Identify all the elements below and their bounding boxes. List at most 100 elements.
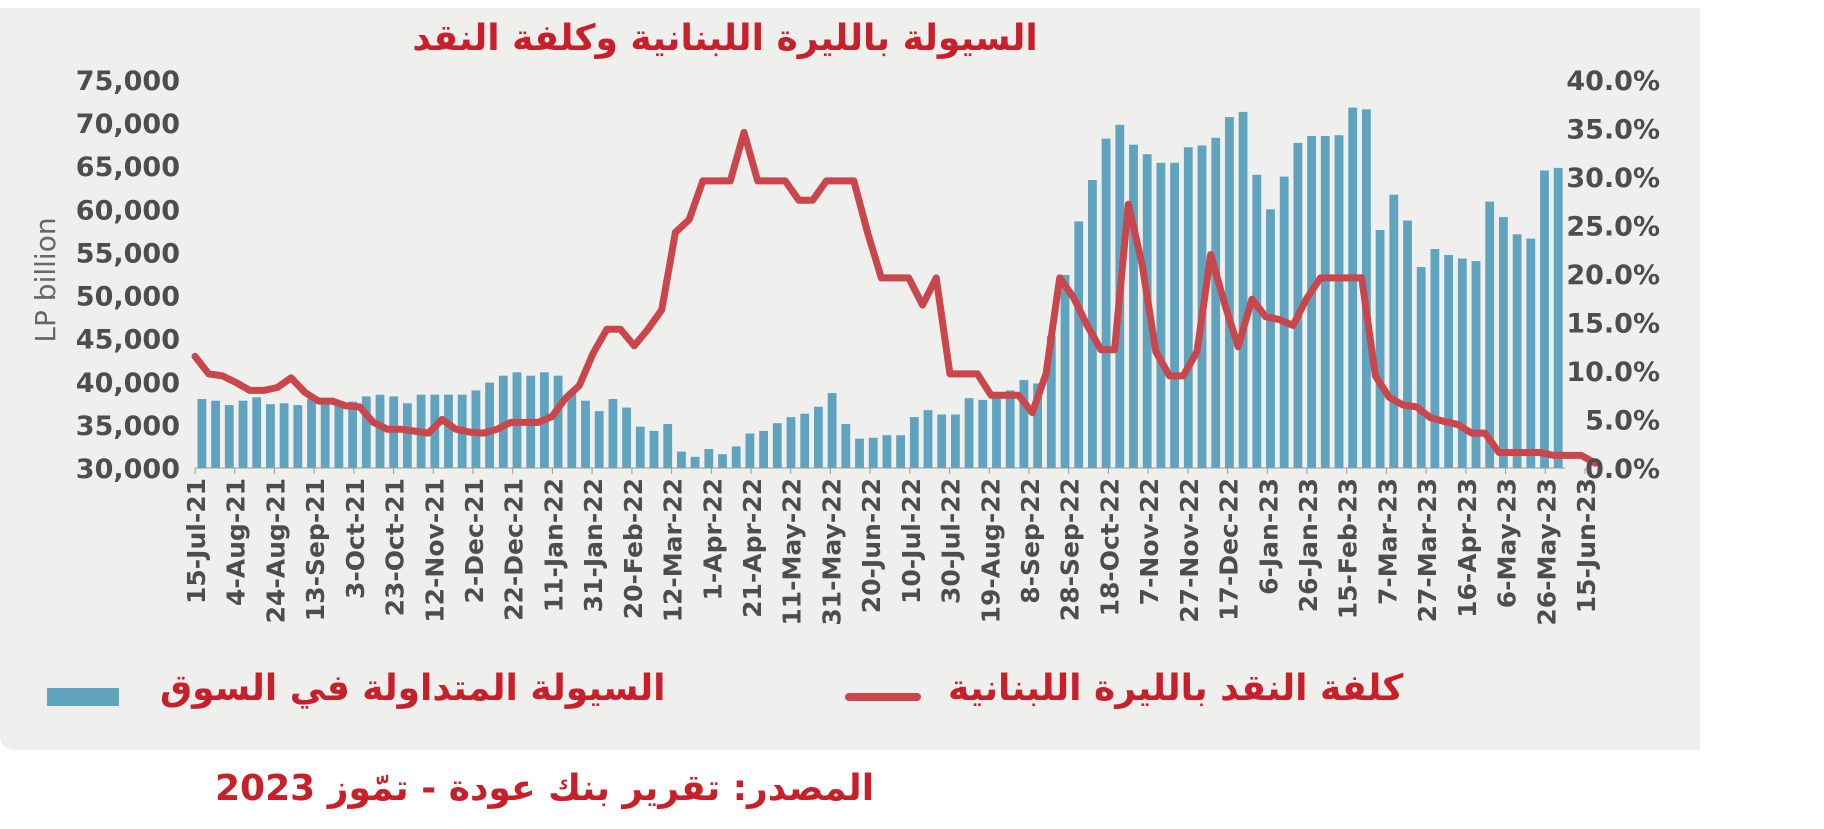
bar-32 (635, 426, 645, 468)
bar-64 (1074, 221, 1084, 468)
bar-28 (581, 400, 590, 468)
right-tick-label: 5.0% (1585, 406, 1660, 437)
bar-9 (320, 400, 330, 468)
source-note: المصدر: تقرير بنك عودة - تمّوز 2023 (215, 768, 875, 809)
x-tick-label: 31-May-22 (817, 478, 846, 626)
right-tick-label: 20.0% (1566, 260, 1660, 291)
bar-42 (772, 423, 782, 468)
left-tick-label: 75,000 (76, 66, 180, 97)
right-tick-label: 30.0% (1566, 163, 1660, 194)
x-tick-label: 15-Jul-21 (182, 478, 211, 604)
legend-bars-label: السيولة المتداولة في السوق (160, 668, 666, 709)
x-tick-label: 21-Apr-22 (738, 478, 767, 618)
right-axis: 40.0% 35.0% 30.0% 25.0% 20.0% 15.0% 10.0% 5.0% 0… (1566, 66, 1660, 485)
x-tick-label: 20-Feb-22 (619, 478, 648, 619)
bar-86 (1375, 230, 1385, 468)
bar-77 (1252, 174, 1262, 469)
bar-7 (293, 405, 303, 468)
x-tick-label: 6-May-23 (1493, 478, 1522, 608)
chart-panel (0, 8, 1700, 750)
bar-96 (1512, 234, 1522, 468)
bar-84 (1348, 107, 1358, 468)
bar-21 (485, 382, 494, 468)
bar-92 (1457, 258, 1467, 468)
left-tick-label: 30,000 (76, 454, 180, 485)
bar-88 (1403, 220, 1412, 468)
bars-layer (195, 107, 1565, 469)
x-tick-label: 10-Jul-22 (897, 478, 926, 604)
x-tick-label: 20-Jun-22 (857, 478, 886, 613)
bar-38 (718, 454, 727, 468)
left-tick-label: 60,000 (76, 195, 180, 226)
bar-22 (498, 375, 508, 468)
y-axis-label-left: LP billion (29, 217, 62, 342)
bar-44 (800, 413, 810, 468)
bar-11 (348, 401, 357, 468)
right-tick-label: 0.0% (1585, 454, 1660, 485)
bar-35 (677, 451, 686, 468)
right-tick-label: 15.0% (1566, 309, 1660, 340)
bar-41 (759, 430, 768, 468)
x-tick-label: 15-Feb-23 (1334, 478, 1363, 619)
bar-10 (334, 403, 344, 468)
x-tick-label: 6-Jan-23 (1254, 478, 1283, 595)
x-tick-label: 7-Mar-23 (1373, 478, 1402, 605)
bar-31 (622, 407, 631, 468)
left-tick-label: 65,000 (76, 152, 180, 183)
right-tick-label: 40.0% (1566, 66, 1660, 97)
bar-82 (1320, 136, 1330, 468)
bar-76 (1238, 111, 1248, 469)
x-tick-label: 11-Jan-22 (539, 478, 568, 612)
left-tick-label: 45,000 (76, 325, 180, 356)
bar-52 (909, 417, 919, 468)
bar-81 (1307, 136, 1316, 468)
bar-97 (1526, 238, 1536, 468)
bar-57 (978, 399, 988, 468)
x-tick-label: 23-Oct-21 (381, 478, 410, 616)
bar-61 (1033, 383, 1042, 468)
bar-12 (361, 396, 371, 468)
x-tick-label: 7-Nov-22 (1135, 478, 1164, 605)
x-tick-label: 30-Jul-22 (937, 478, 966, 604)
right-tick-label: 10.0% (1566, 357, 1660, 388)
bar-68 (1129, 144, 1138, 468)
bar-15 (403, 403, 412, 468)
bar-59 (1005, 390, 1015, 468)
x-tick-label: 16-Apr-23 (1453, 478, 1482, 618)
chart-svg: 75,000 70,000 65,000 60,000 55,000 50,000 45,0… (29, 66, 1660, 626)
bar-66 (1101, 138, 1111, 468)
bar-5 (266, 404, 275, 468)
bar-70 (1156, 162, 1166, 469)
bar-26 (553, 375, 563, 468)
left-tick-label: 35,000 (76, 411, 180, 442)
bar-93 (1471, 261, 1481, 468)
chart-title: السيولة بالليرة اللبنانية وكلفة النقد (412, 18, 1038, 59)
bar-6 (279, 403, 289, 468)
legend-line-swatch (845, 693, 921, 701)
x-tick-label: 18-Oct-22 (1095, 478, 1124, 616)
bar-47 (841, 424, 851, 468)
x-tick-label: 24-Aug-21 (261, 478, 290, 623)
bar-78 (1266, 209, 1275, 469)
bar-40 (745, 433, 755, 468)
bar-48 (855, 438, 864, 468)
x-tick-label: 11-May-22 (778, 478, 807, 626)
bar-51 (896, 435, 905, 468)
bar-49 (868, 437, 878, 468)
bar-89 (1416, 267, 1426, 468)
bar-30 (608, 399, 618, 468)
bar-72 (1183, 147, 1193, 469)
x-tick-label: 3-Oct-21 (341, 478, 370, 599)
bar-75 (1225, 117, 1234, 468)
bar-55 (951, 414, 960, 468)
x-tick-label: 2-Dec-21 (460, 478, 489, 603)
x-tick-label: 22-Dec-21 (500, 478, 529, 621)
right-tick-label: 25.0% (1566, 212, 1660, 243)
left-tick-label: 40,000 (76, 368, 180, 399)
left-axis: 75,000 70,000 65,000 60,000 55,000 50,000 45,0… (76, 66, 180, 485)
bar-74 (1211, 137, 1221, 469)
bar-63 (1060, 274, 1070, 468)
x-tick-label: 12-Mar-22 (659, 478, 688, 622)
left-tick-label: 55,000 (76, 238, 180, 269)
x-tick-label: 28-Sep-22 (1056, 478, 1085, 621)
